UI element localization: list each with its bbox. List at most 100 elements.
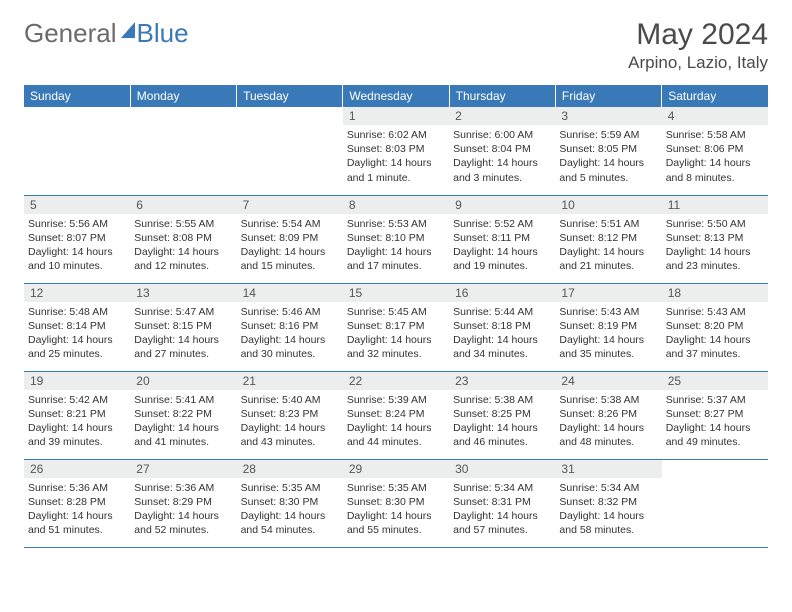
calendar-table: Sunday Monday Tuesday Wednesday Thursday…	[24, 85, 768, 548]
day-number: 6	[130, 196, 236, 214]
day-number: 16	[449, 284, 555, 302]
day-number: 2	[449, 107, 555, 125]
weekday-header: Tuesday	[237, 85, 343, 107]
calendar-week-row: 26Sunrise: 5:36 AMSunset: 8:28 PMDayligh…	[24, 459, 768, 547]
day-number: 14	[237, 284, 343, 302]
calendar-day-cell: 15Sunrise: 5:45 AMSunset: 8:17 PMDayligh…	[343, 283, 449, 371]
day-details: Sunrise: 5:36 AMSunset: 8:28 PMDaylight:…	[24, 478, 130, 541]
day-details: Sunrise: 5:44 AMSunset: 8:18 PMDaylight:…	[449, 302, 555, 365]
calendar-week-row: 5Sunrise: 5:56 AMSunset: 8:07 PMDaylight…	[24, 195, 768, 283]
day-details: Sunrise: 5:39 AMSunset: 8:24 PMDaylight:…	[343, 390, 449, 453]
day-details: Sunrise: 5:56 AMSunset: 8:07 PMDaylight:…	[24, 214, 130, 277]
day-details: Sunrise: 5:54 AMSunset: 8:09 PMDaylight:…	[237, 214, 343, 277]
calendar-day-cell: 7Sunrise: 5:54 AMSunset: 8:09 PMDaylight…	[237, 195, 343, 283]
day-number: 9	[449, 196, 555, 214]
day-number: 4	[662, 107, 768, 125]
calendar-day-cell: 30Sunrise: 5:34 AMSunset: 8:31 PMDayligh…	[449, 459, 555, 547]
day-number: 11	[662, 196, 768, 214]
calendar-week-row: 1Sunrise: 6:02 AMSunset: 8:03 PMDaylight…	[24, 107, 768, 195]
calendar-day-cell: 25Sunrise: 5:37 AMSunset: 8:27 PMDayligh…	[662, 371, 768, 459]
calendar-day-cell: 29Sunrise: 5:35 AMSunset: 8:30 PMDayligh…	[343, 459, 449, 547]
day-details: Sunrise: 5:41 AMSunset: 8:22 PMDaylight:…	[130, 390, 236, 453]
calendar-day-cell: 6Sunrise: 5:55 AMSunset: 8:08 PMDaylight…	[130, 195, 236, 283]
day-details: Sunrise: 5:51 AMSunset: 8:12 PMDaylight:…	[555, 214, 661, 277]
day-details: Sunrise: 5:36 AMSunset: 8:29 PMDaylight:…	[130, 478, 236, 541]
day-number: 5	[24, 196, 130, 214]
calendar-day-cell: 28Sunrise: 5:35 AMSunset: 8:30 PMDayligh…	[237, 459, 343, 547]
day-details: Sunrise: 5:38 AMSunset: 8:26 PMDaylight:…	[555, 390, 661, 453]
day-details: Sunrise: 5:38 AMSunset: 8:25 PMDaylight:…	[449, 390, 555, 453]
day-details: Sunrise: 5:45 AMSunset: 8:17 PMDaylight:…	[343, 302, 449, 365]
calendar-day-cell	[662, 459, 768, 547]
calendar-day-cell: 27Sunrise: 5:36 AMSunset: 8:29 PMDayligh…	[130, 459, 236, 547]
day-number: 17	[555, 284, 661, 302]
day-details: Sunrise: 5:55 AMSunset: 8:08 PMDaylight:…	[130, 214, 236, 277]
day-details: Sunrise: 5:40 AMSunset: 8:23 PMDaylight:…	[237, 390, 343, 453]
calendar-day-cell	[130, 107, 236, 195]
weekday-header: Saturday	[662, 85, 768, 107]
calendar-day-cell: 5Sunrise: 5:56 AMSunset: 8:07 PMDaylight…	[24, 195, 130, 283]
day-details: Sunrise: 5:52 AMSunset: 8:11 PMDaylight:…	[449, 214, 555, 277]
weekday-header: Friday	[555, 85, 661, 107]
day-number: 28	[237, 460, 343, 478]
day-details: Sunrise: 5:46 AMSunset: 8:16 PMDaylight:…	[237, 302, 343, 365]
month-title: May 2024	[628, 18, 768, 51]
logo-text-blue: Blue	[137, 18, 189, 49]
day-number: 1	[343, 107, 449, 125]
calendar-day-cell: 2Sunrise: 6:00 AMSunset: 8:04 PMDaylight…	[449, 107, 555, 195]
weekday-header-row: Sunday Monday Tuesday Wednesday Thursday…	[24, 85, 768, 107]
calendar-day-cell: 9Sunrise: 5:52 AMSunset: 8:11 PMDaylight…	[449, 195, 555, 283]
calendar-day-cell: 4Sunrise: 5:58 AMSunset: 8:06 PMDaylight…	[662, 107, 768, 195]
day-number: 29	[343, 460, 449, 478]
day-details: Sunrise: 5:35 AMSunset: 8:30 PMDaylight:…	[343, 478, 449, 541]
day-details: Sunrise: 5:48 AMSunset: 8:14 PMDaylight:…	[24, 302, 130, 365]
calendar-day-cell: 24Sunrise: 5:38 AMSunset: 8:26 PMDayligh…	[555, 371, 661, 459]
day-details: Sunrise: 5:59 AMSunset: 8:05 PMDaylight:…	[555, 125, 661, 188]
title-block: May 2024 Arpino, Lazio, Italy	[628, 18, 768, 73]
calendar-day-cell: 23Sunrise: 5:38 AMSunset: 8:25 PMDayligh…	[449, 371, 555, 459]
weekday-header: Wednesday	[343, 85, 449, 107]
day-details: Sunrise: 5:43 AMSunset: 8:19 PMDaylight:…	[555, 302, 661, 365]
day-number: 19	[24, 372, 130, 390]
calendar-day-cell: 16Sunrise: 5:44 AMSunset: 8:18 PMDayligh…	[449, 283, 555, 371]
calendar-body: 1Sunrise: 6:02 AMSunset: 8:03 PMDaylight…	[24, 107, 768, 547]
calendar-day-cell: 1Sunrise: 6:02 AMSunset: 8:03 PMDaylight…	[343, 107, 449, 195]
day-number: 27	[130, 460, 236, 478]
weekday-header: Monday	[130, 85, 236, 107]
day-details: Sunrise: 5:50 AMSunset: 8:13 PMDaylight:…	[662, 214, 768, 277]
day-details: Sunrise: 5:34 AMSunset: 8:31 PMDaylight:…	[449, 478, 555, 541]
calendar-day-cell	[24, 107, 130, 195]
day-details: Sunrise: 5:58 AMSunset: 8:06 PMDaylight:…	[662, 125, 768, 188]
day-number: 10	[555, 196, 661, 214]
day-number: 31	[555, 460, 661, 478]
logo-text-general: General	[24, 18, 117, 49]
calendar-day-cell: 26Sunrise: 5:36 AMSunset: 8:28 PMDayligh…	[24, 459, 130, 547]
calendar-day-cell: 12Sunrise: 5:48 AMSunset: 8:14 PMDayligh…	[24, 283, 130, 371]
calendar-day-cell: 14Sunrise: 5:46 AMSunset: 8:16 PMDayligh…	[237, 283, 343, 371]
day-details: Sunrise: 5:53 AMSunset: 8:10 PMDaylight:…	[343, 214, 449, 277]
day-number: 24	[555, 372, 661, 390]
page-header: General Blue May 2024 Arpino, Lazio, Ita…	[24, 18, 768, 73]
day-details: Sunrise: 6:02 AMSunset: 8:03 PMDaylight:…	[343, 125, 449, 188]
day-details: Sunrise: 6:00 AMSunset: 8:04 PMDaylight:…	[449, 125, 555, 188]
logo: General Blue	[24, 18, 189, 49]
calendar-day-cell: 21Sunrise: 5:40 AMSunset: 8:23 PMDayligh…	[237, 371, 343, 459]
calendar-day-cell: 22Sunrise: 5:39 AMSunset: 8:24 PMDayligh…	[343, 371, 449, 459]
weekday-header: Sunday	[24, 85, 130, 107]
calendar-day-cell: 31Sunrise: 5:34 AMSunset: 8:32 PMDayligh…	[555, 459, 661, 547]
day-number: 26	[24, 460, 130, 478]
calendar-page: General Blue May 2024 Arpino, Lazio, Ita…	[0, 0, 792, 566]
calendar-day-cell: 17Sunrise: 5:43 AMSunset: 8:19 PMDayligh…	[555, 283, 661, 371]
weekday-header: Thursday	[449, 85, 555, 107]
day-details: Sunrise: 5:34 AMSunset: 8:32 PMDaylight:…	[555, 478, 661, 541]
calendar-day-cell	[237, 107, 343, 195]
day-number: 21	[237, 372, 343, 390]
day-number: 3	[555, 107, 661, 125]
day-details: Sunrise: 5:35 AMSunset: 8:30 PMDaylight:…	[237, 478, 343, 541]
day-number: 8	[343, 196, 449, 214]
calendar-day-cell: 19Sunrise: 5:42 AMSunset: 8:21 PMDayligh…	[24, 371, 130, 459]
day-details: Sunrise: 5:37 AMSunset: 8:27 PMDaylight:…	[662, 390, 768, 453]
day-number: 23	[449, 372, 555, 390]
day-number: 22	[343, 372, 449, 390]
calendar-day-cell: 13Sunrise: 5:47 AMSunset: 8:15 PMDayligh…	[130, 283, 236, 371]
